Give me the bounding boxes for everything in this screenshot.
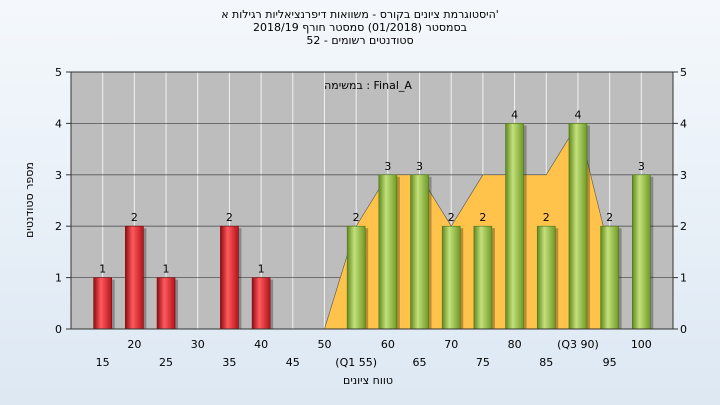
chart-title: היסטוגרמת ציונים בקורס - משוואות דיפרנצי… [221, 8, 499, 21]
y-axis-title: מספר סטודנטים [23, 162, 36, 238]
bar-100 [632, 174, 651, 330]
chart-header: היסטוגרמת ציונים בקורס - משוואות דיפרנצי… [0, 8, 720, 47]
bar-40 [251, 277, 271, 330]
y-tick-label-right: 0 [680, 323, 687, 336]
bar-70 [441, 225, 461, 330]
data-label-85: 2 [543, 211, 550, 224]
y-tick-label-right: 2 [680, 220, 687, 233]
y-tick-label-left: 4 [55, 117, 62, 130]
y-tick-label-left: 0 [55, 323, 62, 336]
x-tick-label: (Q1 55) [335, 356, 377, 369]
y-tick-label-right: 1 [680, 272, 687, 285]
x-tick-label: 30 [191, 338, 205, 351]
x-tick-label: 50 [317, 338, 331, 351]
y-tick-label-left: 2 [55, 220, 62, 233]
data-labels: 1 2 1 2 1 2 3 3 2 2 4 2 4 2 3 [99, 108, 645, 275]
x-tick-label: 45 [286, 356, 300, 369]
bar-65 [410, 174, 429, 330]
bar-35 [220, 225, 239, 330]
data-label-35: 2 [226, 211, 233, 224]
y-tick-label-left: 5 [55, 66, 62, 79]
chart-registered-count: סטודנטים רשומים - 52 [306, 34, 414, 47]
bar-95 [600, 225, 619, 330]
data-label-95: 2 [606, 211, 613, 224]
data-label-65: 3 [416, 160, 423, 173]
bar-90 [568, 123, 588, 330]
x-tick-label: 40 [254, 338, 268, 351]
data-label-90: 4 [574, 108, 581, 121]
data-label-55: 2 [353, 211, 360, 224]
y-tick-label-right: 3 [680, 169, 687, 182]
bar-15 [93, 277, 112, 330]
bar-75 [473, 225, 493, 330]
x-tick-label: (Q3 90) [557, 338, 599, 351]
y-tick-label-right: 4 [680, 117, 687, 130]
data-label-20: 2 [131, 211, 138, 224]
bar-20 [125, 225, 144, 330]
bar-80 [505, 123, 524, 330]
data-label-100: 3 [638, 160, 645, 173]
x-tick-label: 70 [444, 338, 458, 351]
y-tick-label-right: 5 [680, 66, 687, 79]
data-label-75: 2 [479, 211, 486, 224]
x-tick-label: 100 [631, 338, 652, 351]
data-label-40: 1 [258, 263, 265, 276]
x-tick-label: 60 [381, 338, 395, 351]
data-label-60: 3 [384, 160, 391, 173]
x-axis: 20 30 40 50 60 70 80 (Q3 90) 100 15 25 35 45 (Q1 55) 6… [96, 338, 652, 369]
x-tick-label: 75 [476, 356, 490, 369]
x-tick-label: 65 [413, 356, 427, 369]
x-tick-label: 25 [159, 356, 173, 369]
bar-85 [536, 225, 556, 330]
plot-border [70, 71, 674, 330]
data-label-80: 4 [511, 108, 518, 121]
x-tick-label: 15 [96, 356, 110, 369]
x-tick-label: 85 [539, 356, 553, 369]
y-tick-label-left: 3 [55, 169, 62, 182]
bar-60 [378, 174, 398, 330]
bars [93, 123, 654, 330]
bar-25 [156, 277, 176, 330]
x-axis-title: טווח ציונים [343, 374, 393, 387]
y-axis-right: 0 1 2 3 4 5 [673, 66, 687, 336]
data-label-70: 2 [448, 211, 455, 224]
chart-semester: בסמסטר (01/2018) סמסטר חורף 2018/19 [253, 21, 467, 34]
chart-subtitle: במשימה : Final_A [324, 79, 412, 92]
bar-55 [346, 225, 366, 330]
y-tick-label-left: 1 [55, 272, 62, 285]
data-label-15: 1 [99, 263, 106, 276]
x-tick-label: 35 [222, 356, 236, 369]
y-axis-left: 0 1 2 3 4 5 [55, 66, 71, 336]
x-tick-label: 20 [127, 338, 141, 351]
x-tick-label: 95 [603, 356, 617, 369]
data-label-25: 1 [163, 263, 170, 276]
x-tick-label: 80 [508, 338, 522, 351]
